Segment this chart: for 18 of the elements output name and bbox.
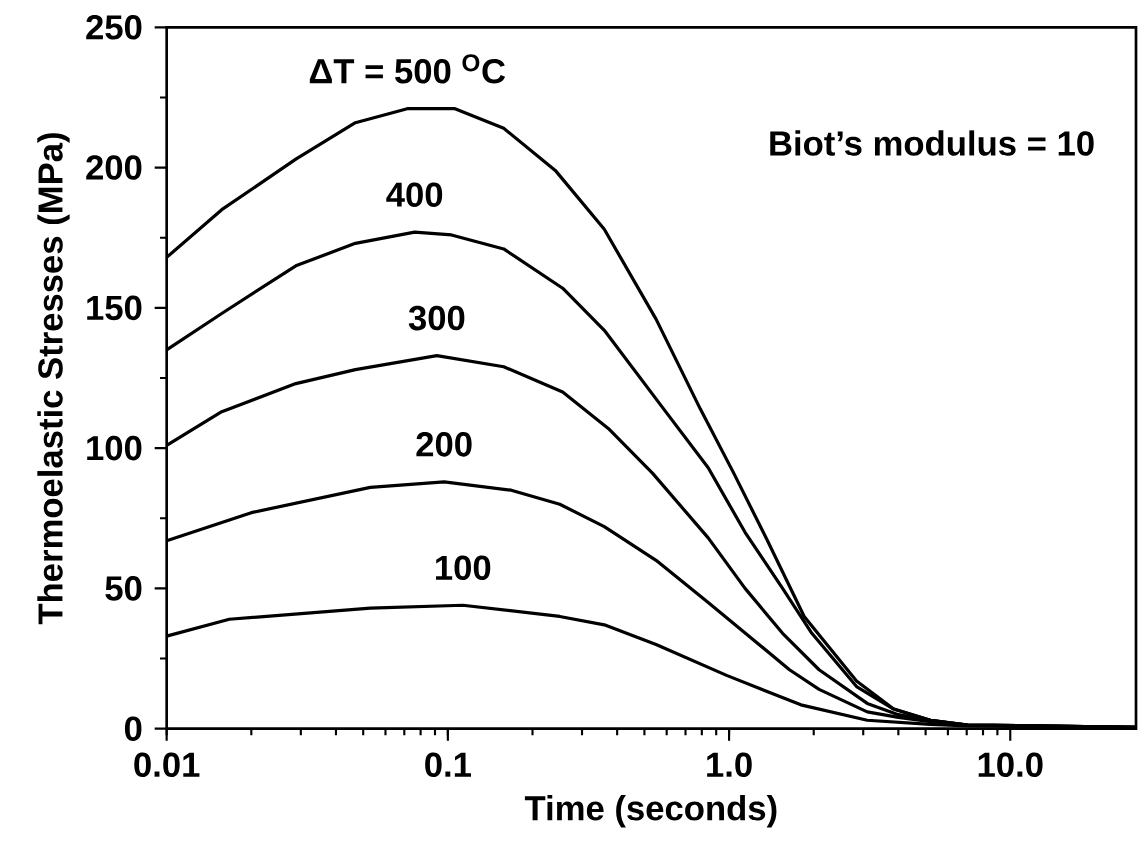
y-tick-label: 0	[124, 716, 142, 741]
annotation: Biot’s modulus = 10	[770, 130, 1094, 156]
x-tick-label: 10.0	[978, 752, 1043, 778]
series-label: 400	[386, 182, 443, 207]
y-tick-label: 250	[86, 15, 142, 40]
y-tick-label: 200	[86, 155, 142, 180]
series-label: ΔT = 500 $^{O}$C	[309, 54, 506, 84]
x-tick-label: 0.01	[134, 752, 200, 778]
x-axis-title: Time (seconds)	[524, 795, 777, 828]
y-tick-label: 150	[87, 295, 142, 321]
y-tick-label: 50	[105, 576, 142, 601]
series-label: 200	[416, 432, 472, 457]
series-label: 300	[408, 305, 465, 331]
x-tick-label: 0.1	[425, 752, 471, 778]
series-label: 100	[436, 555, 491, 581]
y-axis-title: Thermoelastic Stresses (MPa)	[37, 133, 70, 625]
x-tick-label: 1.0	[707, 752, 752, 778]
y-tick-label: 100	[87, 435, 142, 461]
